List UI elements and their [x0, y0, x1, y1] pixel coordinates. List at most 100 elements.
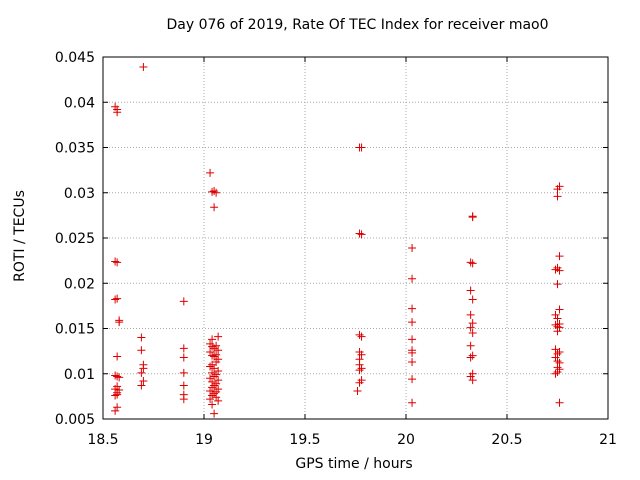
- data-point-marker: [111, 295, 120, 304]
- y-tick-label: 0.04: [64, 95, 95, 111]
- data-point-marker: [212, 370, 221, 379]
- data-point-marker: [179, 368, 188, 377]
- data-point-marker: [206, 348, 215, 357]
- data-point-marker: [139, 62, 148, 71]
- data-point-marker: [210, 344, 219, 353]
- data-point-marker: [179, 395, 188, 404]
- data-point-marker: [357, 350, 366, 359]
- data-points: [111, 62, 564, 418]
- data-point-marker: [468, 351, 477, 360]
- data-point-marker: [113, 108, 122, 117]
- data-point-marker: [555, 323, 564, 332]
- data-point-marker: [113, 372, 122, 381]
- data-point-marker: [208, 400, 217, 409]
- data-point-marker: [355, 229, 364, 238]
- data-point-marker: [206, 395, 215, 404]
- y-tick-label: 0.02: [64, 276, 95, 292]
- data-point-marker: [408, 398, 417, 407]
- data-point-marker: [208, 335, 217, 344]
- data-point-marker: [553, 367, 562, 376]
- data-point-marker: [113, 258, 122, 267]
- data-point-marker: [210, 352, 219, 361]
- data-point-marker: [468, 259, 477, 268]
- data-point-marker: [553, 349, 562, 358]
- x-tick-label: 20: [397, 432, 415, 448]
- data-point-marker: [551, 353, 560, 362]
- data-point-marker: [208, 351, 217, 360]
- data-point-marker: [555, 266, 564, 275]
- grid-lines: [103, 57, 608, 419]
- data-point-marker: [468, 376, 477, 385]
- data-point-marker: [555, 398, 564, 407]
- y-tick-label: 0.045: [55, 50, 95, 66]
- data-point-marker: [408, 348, 417, 357]
- data-point-marker: [214, 396, 223, 405]
- data-point-marker: [210, 203, 219, 212]
- x-tick-label: 18.5: [87, 432, 118, 448]
- data-point-marker: [408, 335, 417, 344]
- data-point-marker: [353, 386, 362, 395]
- y-axis-label: ROTI / TECUs: [12, 190, 28, 282]
- data-point-marker: [466, 353, 475, 362]
- data-point-marker: [210, 409, 219, 418]
- data-point-marker: [137, 333, 146, 342]
- data-point-marker: [210, 389, 219, 398]
- data-point-marker: [111, 406, 120, 415]
- data-point-marker: [208, 187, 217, 196]
- data-point-marker: [212, 379, 221, 388]
- data-point-marker: [408, 274, 417, 283]
- data-point-marker: [111, 371, 120, 380]
- y-tick-label: 0.01: [64, 367, 95, 383]
- data-point-marker: [468, 329, 477, 338]
- data-point-marker: [137, 368, 146, 377]
- data-point-marker: [408, 357, 417, 366]
- data-point-marker: [214, 367, 223, 376]
- x-axis-label: GPS time / hours: [295, 456, 413, 472]
- data-point-marker: [113, 390, 122, 399]
- data-point-marker: [111, 257, 120, 266]
- data-point-marker: [137, 346, 146, 355]
- data-point-marker: [408, 375, 417, 384]
- data-point-marker: [210, 364, 219, 373]
- data-point-marker: [179, 353, 188, 362]
- data-point-marker: [466, 341, 475, 350]
- data-point-marker: [555, 252, 564, 261]
- x-tick-labels: 18.5 19 19.5 20 20.5 21: [87, 432, 617, 448]
- data-point-marker: [214, 346, 223, 355]
- y-tick-label: 0.025: [55, 231, 95, 247]
- data-point-marker: [139, 364, 148, 373]
- data-point-marker: [210, 186, 219, 195]
- y-tick-label: 0.03: [64, 186, 95, 202]
- data-point-marker: [212, 350, 221, 359]
- data-point-marker: [137, 381, 146, 390]
- data-point-marker: [408, 318, 417, 327]
- y-tick-label: 0.035: [55, 141, 95, 157]
- data-point-marker: [113, 403, 122, 412]
- data-point-marker: [408, 304, 417, 313]
- data-point-marker: [208, 342, 217, 351]
- data-point-marker: [208, 383, 217, 392]
- data-point-marker: [113, 294, 122, 303]
- data-point-marker: [466, 310, 475, 319]
- data-point-marker: [468, 319, 477, 328]
- data-point-marker: [210, 381, 219, 390]
- data-point-marker: [468, 213, 477, 222]
- data-point-marker: [208, 391, 217, 400]
- data-point-marker: [115, 373, 124, 382]
- y-tick-label: 0.015: [55, 322, 95, 338]
- data-point-marker: [357, 364, 366, 373]
- y-tick-labels: 0.005 0.01 0.015 0.02 0.025 0.03 0.035 0.04 0.04…: [55, 50, 95, 428]
- data-point-marker: [551, 345, 560, 354]
- x-tick-label: 21: [599, 432, 617, 448]
- data-point-marker: [179, 381, 188, 390]
- data-point-marker: [113, 352, 122, 361]
- data-point-marker: [206, 168, 215, 177]
- data-point-marker: [466, 258, 475, 267]
- x-tick-label: 19.5: [289, 432, 320, 448]
- data-point-marker: [408, 243, 417, 252]
- data-point-marker: [466, 286, 475, 295]
- data-point-marker: [208, 368, 217, 377]
- data-point-marker: [466, 323, 475, 332]
- y-tick-label: 0.005: [55, 412, 95, 428]
